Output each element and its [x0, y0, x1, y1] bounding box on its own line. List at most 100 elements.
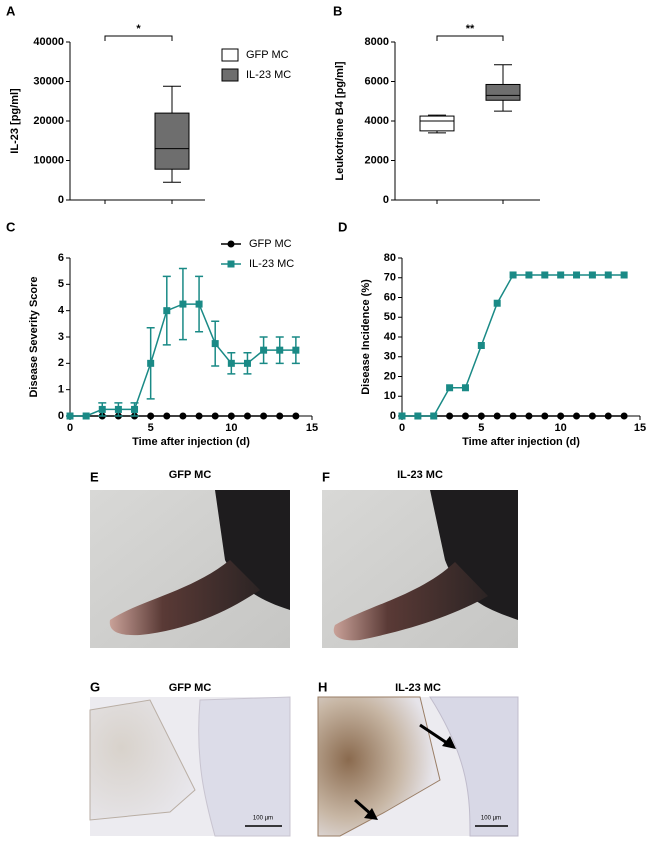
y-tick-label: 0 [58, 410, 64, 422]
panel-label: E [90, 469, 99, 484]
marker [114, 405, 122, 413]
marker [573, 271, 581, 279]
marker [260, 412, 268, 420]
panel-label: D [338, 219, 347, 234]
marker [509, 412, 517, 420]
marker [276, 412, 284, 420]
significance-label: * [136, 23, 141, 35]
photo-tissue [429, 696, 519, 837]
y-tick-label: 10000 [33, 154, 64, 166]
photo-paw [109, 560, 260, 636]
photo-fur [430, 490, 518, 620]
marker [147, 359, 155, 367]
y-tick-label: 70 [384, 272, 396, 284]
marker [557, 271, 565, 279]
marker [66, 412, 74, 420]
y-axis-label: Disease Incidence (%) [360, 279, 372, 395]
marker [620, 412, 628, 420]
marker [461, 412, 469, 420]
marker [414, 412, 422, 420]
marker [509, 271, 517, 279]
marker [604, 271, 612, 279]
y-axis-label: IL-23 [pg/ml] [9, 88, 21, 154]
marker [195, 412, 203, 420]
marker [260, 346, 268, 354]
series-line [402, 274, 625, 417]
box [154, 112, 190, 170]
legend-marker [227, 240, 235, 248]
scale-bar-label: 100 µm [481, 816, 501, 822]
marker [211, 340, 219, 348]
marker [493, 412, 501, 420]
histology-panel-g: G GFP MC 100 µm [89, 679, 291, 837]
marker [588, 271, 596, 279]
y-tick-label: 50 [384, 311, 396, 323]
panel-label: F [322, 469, 330, 484]
y-tick-label: 40000 [33, 36, 64, 48]
marker [292, 412, 300, 420]
y-tick-label: 80 [384, 252, 396, 264]
y-tick-label: 0 [383, 194, 389, 206]
marker [446, 412, 454, 420]
y-tick-label: 2 [58, 357, 64, 369]
panel-label: C [6, 219, 16, 234]
x-tick-label: 0 [399, 422, 405, 434]
photo-paw [333, 562, 488, 641]
marker [163, 307, 171, 315]
marker [179, 300, 187, 308]
panel-title: IL-23 MC [395, 682, 441, 694]
y-tick-label: 4000 [365, 115, 389, 127]
marker [461, 384, 469, 392]
marker [477, 412, 485, 420]
marker [493, 299, 501, 307]
legend-label: GFP MC [246, 49, 289, 61]
y-tick-label: 40 [384, 331, 396, 343]
marker [604, 412, 612, 420]
marker [179, 412, 187, 420]
x-axis-label: Time after injection (d) [462, 436, 580, 448]
marker [541, 271, 549, 279]
y-tick-label: 0 [58, 194, 64, 206]
photo-fur [215, 490, 290, 610]
y-tick-label: 3 [58, 331, 64, 343]
y-axis-label: Disease Severity Score [28, 276, 40, 397]
panel-title: GFP MC [169, 682, 212, 694]
y-tick-label: 6 [58, 252, 64, 264]
y-tick-label: 5 [58, 278, 64, 290]
marker [276, 346, 284, 354]
arrow-head [364, 808, 378, 820]
marker [82, 412, 90, 420]
arrow [419, 723, 451, 747]
marker [557, 412, 565, 420]
marker [430, 412, 438, 420]
panel-label: H [318, 679, 327, 694]
legend-label: IL-23 MC [249, 258, 294, 270]
significance-bracket [436, 35, 504, 41]
legend-swatch [221, 68, 239, 82]
arrow-head [442, 736, 456, 749]
x-tick-label: 10 [225, 422, 237, 434]
panel-title: GFP MC [169, 469, 212, 481]
photo-tissue [317, 696, 441, 837]
x-tick-label: 5 [148, 422, 154, 434]
marker [163, 412, 171, 420]
box [419, 115, 455, 132]
y-tick-label: 20 [384, 370, 396, 382]
y-tick-label: 8000 [365, 36, 389, 48]
photo-tissue [89, 699, 196, 821]
marker [147, 412, 155, 420]
histology-panel-h: H IL-23 MC 100 µm [317, 679, 519, 837]
marker [243, 412, 251, 420]
x-tick-label: 0 [67, 422, 73, 434]
marker [525, 271, 533, 279]
y-tick-label: 4 [58, 305, 65, 317]
marker [227, 359, 235, 367]
marker [525, 412, 533, 420]
scale-bar-label: 100 µm [253, 816, 273, 822]
marker [243, 359, 251, 367]
panel-title: IL-23 MC [397, 469, 443, 481]
y-tick-label: 60 [384, 291, 396, 303]
legend-marker [227, 260, 235, 268]
x-tick-label: 10 [555, 422, 567, 434]
